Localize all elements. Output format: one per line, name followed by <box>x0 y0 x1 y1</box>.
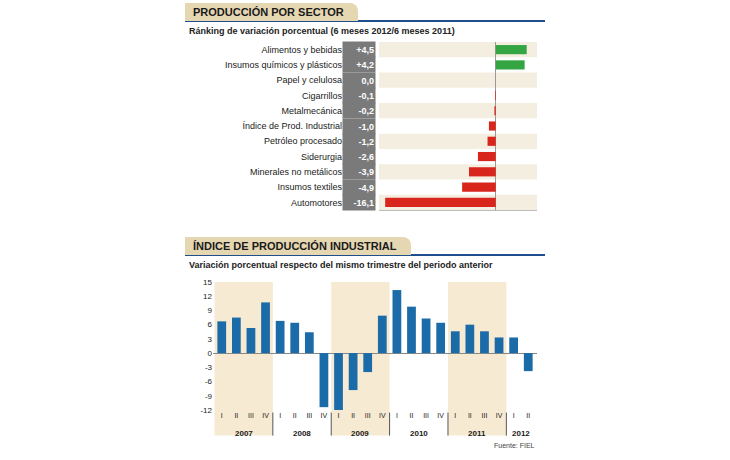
svg-text:-3,9: -3,9 <box>358 167 374 177</box>
svg-text:III: III <box>423 412 429 419</box>
html-text:Ránking de variación porcentua: Ránking de variación porcentual (6 meses… <box>189 26 455 36</box>
svg-text:Fuente: FIEL: Fuente: FIEL <box>494 442 535 449</box>
svg-text:Cigarrillos: Cigarrillos <box>302 91 343 101</box>
svg-text:2010: 2010 <box>410 429 428 438</box>
svg-text:IV: IV <box>379 412 386 419</box>
svg-text:II: II <box>468 412 472 419</box>
svg-text:IV: IV <box>496 412 503 419</box>
svg-text:-9: -9 <box>205 392 213 401</box>
svg-text:-16,1: -16,1 <box>353 198 374 208</box>
svg-text:+4,2: +4,2 <box>356 60 374 70</box>
svg-text:-1,0: -1,0 <box>358 122 374 132</box>
svg-text:2007: 2007 <box>235 429 253 438</box>
html-text:Variación porcentual respecto: Variación porcentual respecto del mismo … <box>189 260 493 270</box>
svg-text:III: III <box>365 412 371 419</box>
svg-text:6: 6 <box>208 320 213 329</box>
svg-text:IV: IV <box>437 412 444 419</box>
svg-text:-6: -6 <box>205 377 213 386</box>
svg-text:I: I <box>221 412 223 419</box>
svg-text:Insumos químicos y plásticos: Insumos químicos y plásticos <box>225 60 343 70</box>
svg-text:-1,2: -1,2 <box>358 137 374 147</box>
svg-text:I: I <box>396 412 398 419</box>
svg-text:III: III <box>482 412 488 419</box>
svg-text:II: II <box>410 412 414 419</box>
svg-text:IV: IV <box>321 412 328 419</box>
svg-text:2009: 2009 <box>351 429 369 438</box>
svg-text:Siderurgia: Siderurgia <box>301 152 342 162</box>
html-text:ÍNDICE DE PRODUCCIÓN INDUSTRIA: ÍNDICE DE PRODUCCIÓN INDUSTRIAL <box>193 240 397 252</box>
svg-text:I: I <box>454 412 456 419</box>
html-text:PRODUCCIÓN POR SECTOR: PRODUCCIÓN POR SECTOR <box>193 6 344 18</box>
svg-text:II: II <box>234 412 238 419</box>
svg-text:+4,5: +4,5 <box>356 45 374 55</box>
svg-text:Insumos textiles: Insumos textiles <box>277 182 342 192</box>
svg-text:II: II <box>293 412 297 419</box>
svg-text:Petróleo procesado: Petróleo procesado <box>264 136 342 146</box>
svg-text:2012: 2012 <box>512 429 530 438</box>
svg-text:Alimentos y bebidas: Alimentos y bebidas <box>261 45 342 55</box>
svg-text:-0,1: -0,1 <box>358 91 374 101</box>
svg-text:12: 12 <box>203 292 212 301</box>
svg-text:IV: IV <box>262 412 269 419</box>
svg-text:I: I <box>279 412 281 419</box>
svg-text:0: 0 <box>208 349 213 358</box>
svg-text:Papel y celulosa: Papel y celulosa <box>276 75 342 85</box>
svg-text:-12: -12 <box>200 406 212 415</box>
svg-text:-2,6: -2,6 <box>358 152 374 162</box>
svg-text:0,0: 0,0 <box>361 76 374 86</box>
svg-text:III: III <box>248 412 254 419</box>
svg-text:3: 3 <box>208 335 213 344</box>
svg-text:2011: 2011 <box>468 429 486 438</box>
svg-text:III: III <box>306 412 312 419</box>
svg-text:Metalmecánica: Metalmecánica <box>281 106 342 116</box>
svg-text:Índice de Prod. Industrial: Índice de Prod. Industrial <box>242 121 342 131</box>
svg-text:-4,9: -4,9 <box>358 183 374 193</box>
svg-text:-0,2: -0,2 <box>358 106 374 116</box>
svg-text:2008: 2008 <box>293 429 311 438</box>
svg-text:15: 15 <box>203 278 212 287</box>
svg-text:I: I <box>338 412 340 419</box>
svg-text:-3: -3 <box>205 363 213 372</box>
svg-text:I: I <box>513 412 515 419</box>
svg-text:Minerales no metálicos: Minerales no metálicos <box>250 167 343 177</box>
svg-text:9: 9 <box>208 306 213 315</box>
svg-text:II: II <box>351 412 355 419</box>
svg-text:Automotores: Automotores <box>291 198 343 208</box>
svg-text:II: II <box>526 412 530 419</box>
